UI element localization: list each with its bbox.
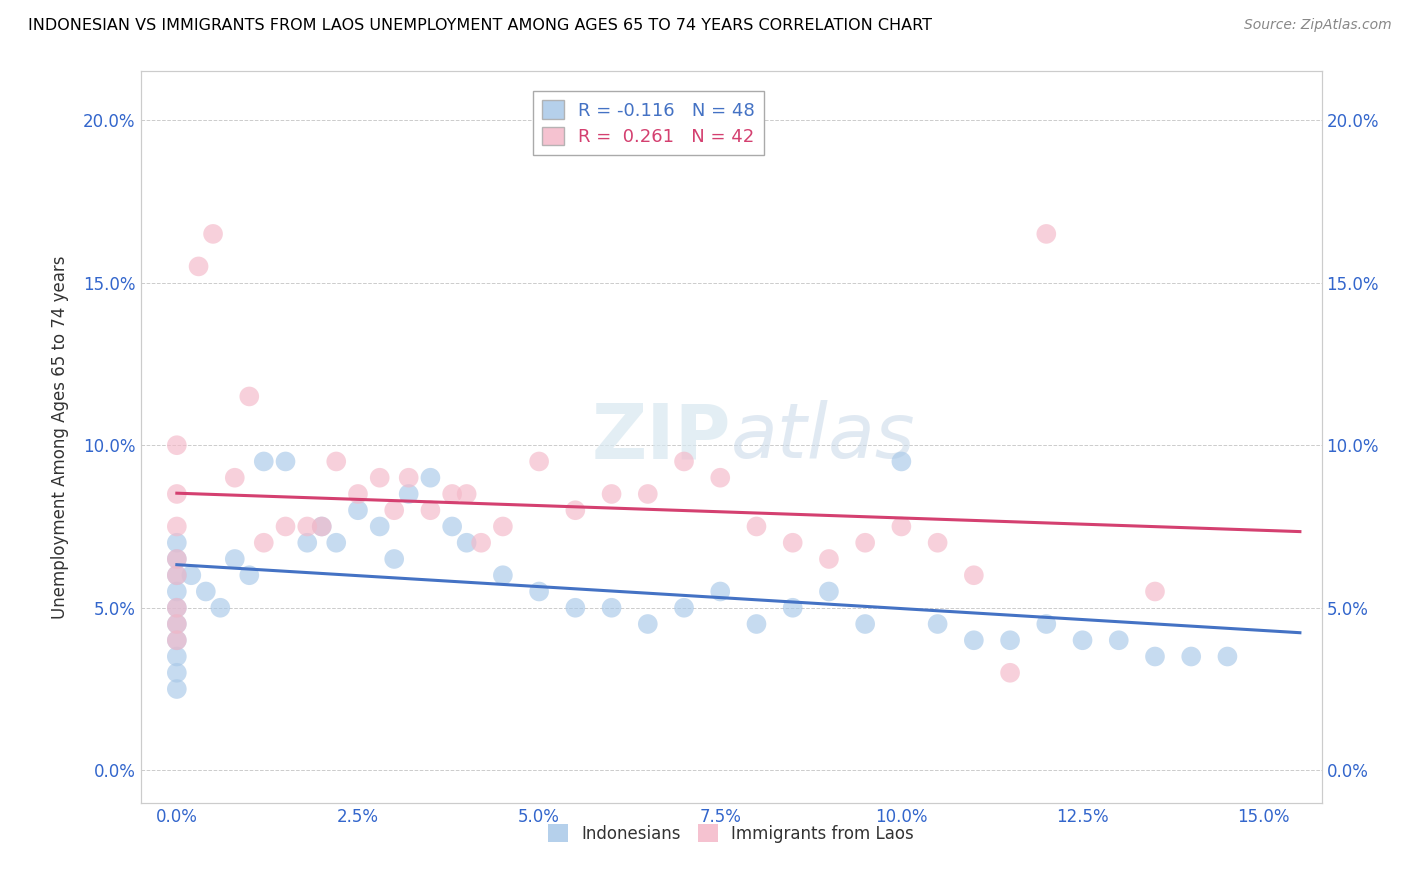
Point [368,519,391,533]
Point [166,438,188,452]
Point [782,535,804,549]
Point [347,503,370,517]
Point [1108,633,1130,648]
Point [600,487,623,501]
Point [166,584,188,599]
Point [564,600,586,615]
Point [382,552,405,566]
Text: ZIP: ZIP [592,401,731,474]
Point [818,552,841,566]
Point [166,568,188,582]
Point [673,600,696,615]
Point [709,471,731,485]
Point [456,535,478,549]
Point [564,503,586,517]
Point [927,617,949,632]
Point [166,633,188,648]
Point [166,535,188,549]
Point [492,568,515,582]
Point [166,552,188,566]
Point [1143,649,1166,664]
Point [166,600,188,615]
Point [637,487,659,501]
Text: INDONESIAN VS IMMIGRANTS FROM LAOS UNEMPLOYMENT AMONG AGES 65 TO 74 YEARS CORREL: INDONESIAN VS IMMIGRANTS FROM LAOS UNEMP… [28,18,932,33]
Point [853,535,876,549]
Point [166,519,188,533]
Y-axis label: Unemployment Among Ages 65 to 74 years: Unemployment Among Ages 65 to 74 years [52,255,69,619]
Point [441,487,464,501]
Point [274,454,297,468]
Text: Source: ZipAtlas.com: Source: ZipAtlas.com [1244,18,1392,32]
Point [187,260,209,274]
Point [1143,584,1166,599]
Point [1035,227,1057,241]
Point [297,535,319,549]
Point [456,487,478,501]
Point [998,633,1021,648]
Point [166,568,188,582]
Point [1180,649,1202,664]
Text: atlas: atlas [731,401,915,474]
Point [166,649,188,664]
Point [238,389,260,403]
Point [1035,617,1057,632]
Point [673,454,696,468]
Point [325,535,347,549]
Point [470,535,492,549]
Point [274,519,297,533]
Point [166,681,188,696]
Point [527,454,550,468]
Point [166,633,188,648]
Point [194,584,217,599]
Point [166,617,188,632]
Point [209,600,232,615]
Point [166,600,188,615]
Point [492,519,515,533]
Point [224,552,246,566]
Point [745,617,768,632]
Point [325,454,347,468]
Point [180,568,202,582]
Point [745,519,768,533]
Point [637,617,659,632]
Point [890,454,912,468]
Point [311,519,333,533]
Point [382,503,405,517]
Point [297,519,319,533]
Point [1216,649,1239,664]
Point [398,471,420,485]
Point [166,617,188,632]
Point [890,519,912,533]
Point [347,487,370,501]
Point [419,471,441,485]
Point [253,454,276,468]
Point [253,535,276,549]
Point [527,584,550,599]
Point [224,471,246,485]
Point [419,503,441,517]
Point [238,568,260,582]
Point [963,568,986,582]
Point [709,584,731,599]
Point [600,600,623,615]
Point [818,584,841,599]
Legend: Indonesians, Immigrants from Laos: Indonesians, Immigrants from Laos [541,818,921,849]
Point [1071,633,1094,648]
Point [441,519,464,533]
Point [166,665,188,680]
Point [311,519,333,533]
Point [166,487,188,501]
Point [853,617,876,632]
Point [202,227,225,241]
Point [963,633,986,648]
Point [166,552,188,566]
Point [782,600,804,615]
Point [398,487,420,501]
Point [998,665,1021,680]
Point [927,535,949,549]
Point [368,471,391,485]
